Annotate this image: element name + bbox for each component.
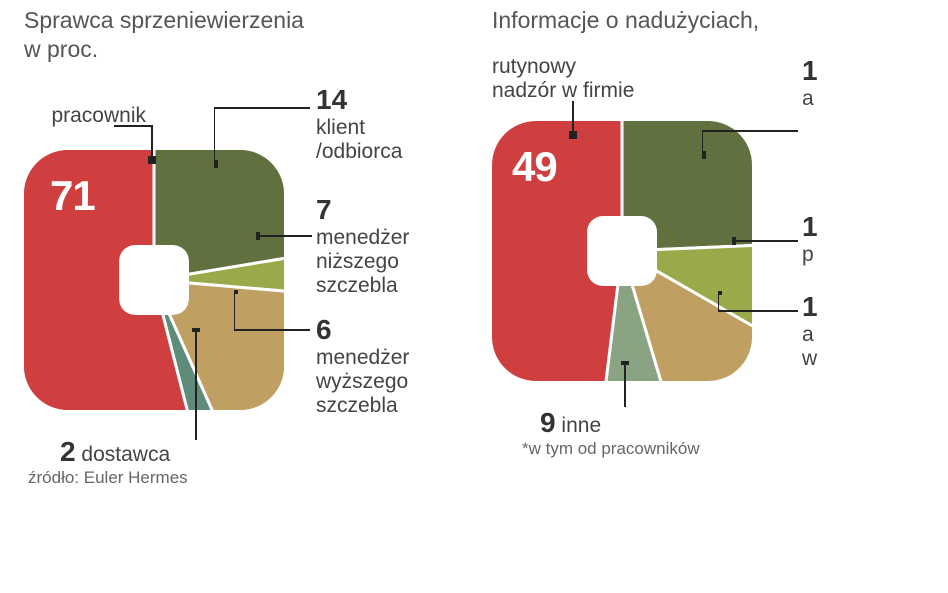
left-chart: 71 pracownik 14 klient /odbiorca 7 mened… — [24, 90, 484, 560]
label-pracownik-text: pracownik — [51, 104, 146, 127]
val-r4: 1 — [802, 291, 818, 322]
text-inne: inne — [561, 414, 601, 437]
val-r2: 1 — [802, 55, 818, 86]
text-r4: a w — [802, 323, 817, 370]
right-bignum: 49 — [512, 143, 557, 191]
left-title: Sprawca sprzeniewierzenia w proc. — [24, 6, 484, 64]
val-klient: 14 — [316, 84, 347, 115]
left-source: źródło: Euler Hermes — [28, 468, 188, 488]
right-footnote: *w tym od pracowników — [522, 439, 700, 459]
right-chart: 49 rutynowy nadzór w firmie 1 a 1 p 1 — [492, 61, 948, 531]
label-men-nizszy: 7 menedżer niższego szczebla — [316, 194, 409, 299]
label-dostawca: 2 dostawca — [60, 436, 170, 468]
label-r2: 1 a — [802, 55, 818, 111]
label-klient: 14 klient /odbiorca — [316, 84, 402, 164]
val-r3: 1 — [802, 211, 818, 242]
label-inne: 9 inne — [540, 407, 601, 439]
text-klient: klient /odbiorca — [316, 116, 402, 163]
text-men-wyzszy: menedżer wyższego szczebla — [316, 346, 409, 417]
val-inne: 9 — [540, 407, 556, 438]
text-r2: a — [802, 87, 814, 110]
label-r3: 1 p — [802, 211, 818, 267]
text-r3: p — [802, 243, 814, 266]
text-men-nizszy: menedżer niższego szczebla — [316, 226, 409, 297]
left-bignum: 71 — [50, 172, 95, 220]
right-panel: Informacje o nadużyciach, 49 — [492, 0, 932, 531]
label-nadzor: rutynowy nadzór w firmie — [492, 55, 634, 103]
label-men-wyzszy: 6 menedżer wyższego szczebla — [316, 314, 409, 419]
seg-r2 — [622, 121, 752, 251]
right-title: Informacje o nadużyciach, — [492, 6, 932, 35]
val-men-nizszy: 7 — [316, 194, 332, 225]
label-r4: 1 a w — [802, 291, 818, 371]
val-dostawca: 2 — [60, 436, 76, 467]
val-men-wyzszy: 6 — [316, 314, 332, 345]
left-panel: Sprawca sprzeniewierzenia w proc. — [24, 0, 484, 560]
text-dostawca: dostawca — [81, 443, 170, 466]
label-pracownik: pracownik — [6, 104, 146, 128]
text-nadzor: rutynowy nadzór w firmie — [492, 55, 634, 102]
